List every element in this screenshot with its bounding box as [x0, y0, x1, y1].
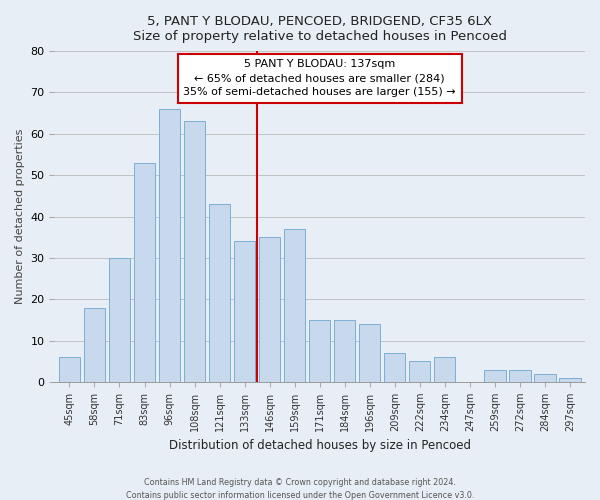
Bar — [209, 204, 230, 382]
Bar — [109, 258, 130, 382]
Title: 5, PANT Y BLODAU, PENCOED, BRIDGEND, CF35 6LX
Size of property relative to detac: 5, PANT Y BLODAU, PENCOED, BRIDGEND, CF3… — [133, 15, 507, 43]
Text: Contains HM Land Registry data © Crown copyright and database right 2024.
Contai: Contains HM Land Registry data © Crown c… — [126, 478, 474, 500]
Bar — [409, 362, 430, 382]
Bar — [159, 109, 180, 382]
Bar — [259, 237, 280, 382]
Bar — [334, 320, 355, 382]
Bar — [284, 229, 305, 382]
Bar — [559, 378, 581, 382]
Text: 5 PANT Y BLODAU: 137sqm
← 65% of detached houses are smaller (284)
35% of semi-d: 5 PANT Y BLODAU: 137sqm ← 65% of detache… — [184, 60, 456, 98]
Bar — [384, 353, 406, 382]
Bar — [309, 320, 331, 382]
X-axis label: Distribution of detached houses by size in Pencoed: Distribution of detached houses by size … — [169, 440, 471, 452]
Bar — [359, 324, 380, 382]
Bar — [184, 122, 205, 382]
Bar — [509, 370, 530, 382]
Bar — [134, 163, 155, 382]
Bar — [535, 374, 556, 382]
Bar — [484, 370, 506, 382]
Bar — [84, 308, 105, 382]
Bar — [59, 357, 80, 382]
Bar — [234, 242, 255, 382]
Y-axis label: Number of detached properties: Number of detached properties — [15, 129, 25, 304]
Bar — [434, 357, 455, 382]
